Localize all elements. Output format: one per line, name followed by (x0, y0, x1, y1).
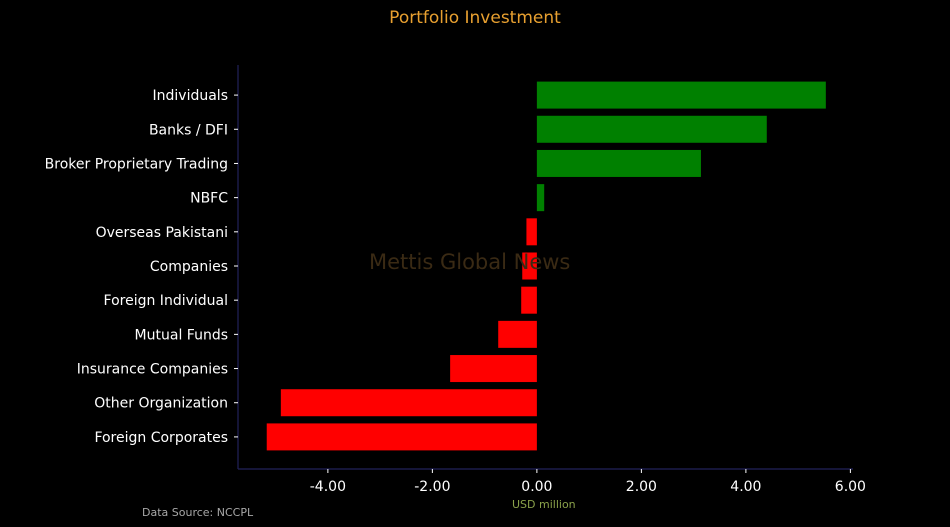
y-tick-label: Companies (150, 259, 228, 275)
y-tick-label: NBFC (190, 191, 228, 207)
bar (536, 81, 826, 109)
y-tick-label: Banks / DFI (149, 122, 228, 138)
bar (536, 184, 545, 212)
x-tick-label: -4.00 (310, 479, 346, 495)
x-tick-label: 4.00 (730, 479, 761, 495)
bar (521, 286, 537, 314)
bar (280, 389, 537, 417)
y-tick-label: Foreign Corporates (94, 430, 228, 446)
bar (266, 423, 537, 451)
y-tick-label: Foreign Individual (104, 293, 228, 309)
bar (450, 355, 537, 383)
chart-title: Portfolio Investment (389, 8, 561, 28)
y-tick-label: Broker Proprietary Trading (45, 156, 228, 172)
y-tick-label: Individuals (153, 88, 228, 104)
y-tick-label: Overseas Pakistani (96, 225, 228, 241)
x-tick-label: -2.00 (414, 479, 450, 495)
bar (526, 218, 537, 246)
bar (522, 252, 537, 280)
bar (536, 115, 767, 143)
x-axis-label: USD million (512, 498, 576, 511)
x-tick-label: 0.00 (521, 479, 552, 495)
bar (536, 149, 701, 177)
data-source: Data Source: NCCPL (142, 506, 254, 519)
watermark: Mettis Global News (369, 250, 571, 274)
y-tick-label: Mutual Funds (135, 327, 228, 343)
bar (498, 320, 537, 348)
y-tick-label: Other Organization (94, 396, 228, 412)
x-tick-label: 2.00 (626, 479, 657, 495)
y-tick-label: Insurance Companies (77, 362, 228, 378)
x-tick-label: 6.00 (835, 479, 866, 495)
